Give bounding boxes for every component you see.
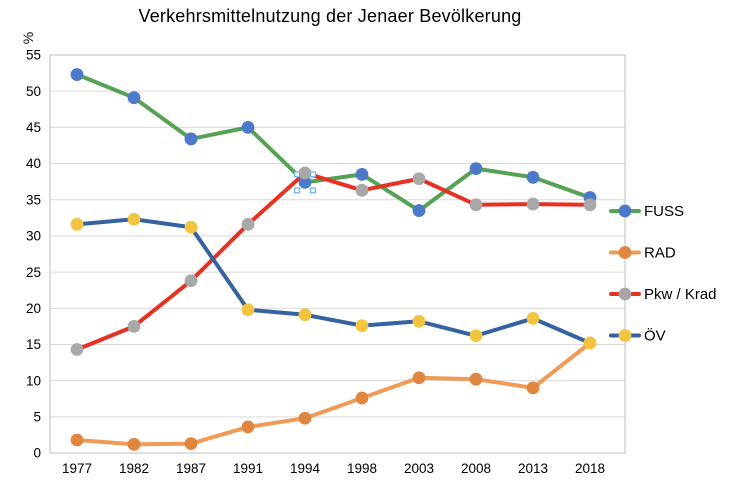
y-axis-labels: 0 5 10 15 20 25 30 35 40 45 50 55 [26, 48, 41, 461]
legend-marker-swatch [618, 204, 632, 218]
selection-handle[interactable] [310, 171, 317, 178]
data-point-öv-1998[interactable] [355, 319, 369, 333]
data-point-rad-1982[interactable] [127, 437, 141, 451]
data-point-pkw-krad-2008[interactable] [469, 198, 483, 212]
selection-handle[interactable] [310, 187, 317, 194]
data-point-pkw-krad-1987[interactable] [184, 274, 198, 288]
y-tick-label: 35 [26, 192, 41, 207]
data-point-öv-2018[interactable] [583, 336, 597, 350]
data-point-rad-1991[interactable] [241, 420, 255, 434]
data-point-fuss-1991[interactable] [241, 120, 255, 134]
series-points-fuss [70, 68, 597, 217]
legend-item-öv[interactable]: ÖV [609, 327, 666, 345]
y-tick-label: 25 [26, 265, 41, 280]
x-axis-labels: 1977 1982 1987 1991 1994 1998 2003 2008 2013 2018 [62, 461, 605, 476]
y-tick-label: 5 [33, 410, 41, 425]
data-point-pkw-krad-1994[interactable] [298, 166, 312, 180]
legend-marker-swatch [618, 246, 632, 259]
series-path [75, 72, 592, 213]
legend-label: Pkw / Krad [644, 286, 717, 303]
legend-label: RAD [644, 245, 676, 262]
data-point-fuss-1977[interactable] [70, 68, 84, 81]
series-points-öv [70, 212, 597, 350]
data-point-fuss-2013[interactable] [526, 170, 540, 184]
data-point-rad-2008[interactable] [469, 372, 483, 386]
series-line-rad [75, 341, 592, 447]
data-point-pkw-krad-1991[interactable] [241, 217, 255, 231]
data-point-rad-1998[interactable] [355, 391, 369, 405]
y-tick-label: 10 [26, 373, 41, 388]
chart-title: Verkehrsmittelnutzung der Jenaer Bevölke… [138, 6, 522, 26]
data-point-fuss-1987[interactable] [184, 132, 198, 146]
x-tick-label: 1982 [119, 461, 149, 476]
x-tick-label: 2008 [461, 461, 491, 476]
data-point-pkw-krad-2013[interactable] [526, 197, 540, 211]
legend-marker-swatch [618, 287, 632, 301]
x-tick-label: 1994 [290, 461, 321, 476]
legend-item-pkw-krad[interactable]: Pkw / Krad [609, 286, 717, 303]
x-tick-label: 1998 [347, 461, 377, 476]
y-tick-label: 45 [26, 120, 41, 135]
x-tick-label: 2013 [518, 461, 548, 476]
data-point-rad-2003[interactable] [412, 371, 426, 385]
selection-handle[interactable] [294, 171, 301, 178]
series-line-pkw-krad [75, 170, 592, 352]
y-tick-label: 40 [26, 156, 41, 171]
data-point-fuss-1994[interactable] [298, 175, 312, 189]
data-point-fuss-2008[interactable] [469, 162, 483, 176]
series-line-öv [75, 217, 592, 346]
y-tick-label: 0 [33, 446, 41, 461]
y-tick-label: 20 [26, 301, 41, 316]
series-points-rad [70, 336, 597, 451]
data-point-öv-1994[interactable] [298, 308, 312, 322]
selection-handle[interactable] [294, 187, 301, 194]
data-point-öv-1982[interactable] [127, 212, 141, 226]
series-path [75, 341, 592, 447]
series-points-pkw-krad [70, 166, 597, 356]
data-point-rad-2013[interactable] [526, 381, 540, 395]
data-point-öv-2008[interactable] [469, 329, 483, 343]
data-point-rad-1994[interactable] [298, 411, 312, 425]
data-point-pkw-krad-1998[interactable] [355, 183, 369, 197]
legend: FUSS RAD Pkw / Krad ÖV [609, 203, 717, 345]
legend-label: FUSS [644, 203, 684, 220]
data-point-rad-1977[interactable] [70, 433, 84, 447]
data-point-öv-1987[interactable] [184, 220, 198, 234]
legend-item-fuss[interactable]: FUSS [609, 203, 684, 220]
data-point-fuss-1998[interactable] [355, 168, 369, 181]
x-tick-label: 2018 [575, 461, 605, 476]
y-tick-label: 30 [26, 229, 41, 244]
selection-handles [294, 171, 317, 194]
x-tick-label: 2003 [404, 461, 434, 476]
series-path [75, 217, 592, 346]
data-point-öv-1977[interactable] [70, 217, 84, 231]
data-point-pkw-krad-2018[interactable] [583, 198, 597, 212]
x-tick-label: 1987 [176, 461, 206, 476]
x-tick-label: 1991 [233, 461, 263, 476]
legend-label: ÖV [644, 327, 666, 345]
legend-marker-swatch [618, 329, 632, 342]
data-point-pkw-krad-1977[interactable] [70, 343, 84, 356]
legend-item-rad[interactable]: RAD [609, 245, 676, 262]
series-path [75, 170, 592, 352]
data-point-fuss-2003[interactable] [412, 204, 426, 217]
data-point-fuss-1982[interactable] [127, 91, 141, 105]
data-point-pkw-krad-2003[interactable] [412, 172, 426, 186]
data-point-öv-2003[interactable] [412, 314, 426, 328]
data-point-öv-1991[interactable] [241, 303, 255, 317]
gridlines [50, 54, 625, 418]
y-tick-label: 55 [26, 48, 41, 63]
y-tick-label: 15 [26, 337, 41, 352]
data-point-pkw-krad-1982[interactable] [127, 319, 141, 333]
series-line-fuss [75, 72, 592, 213]
plot-frame [49, 54, 626, 454]
x-tick-label: 1977 [62, 461, 92, 476]
data-point-öv-2013[interactable] [526, 312, 540, 325]
data-point-rad-1987[interactable] [184, 437, 198, 450]
y-tick-label: 50 [26, 84, 41, 99]
